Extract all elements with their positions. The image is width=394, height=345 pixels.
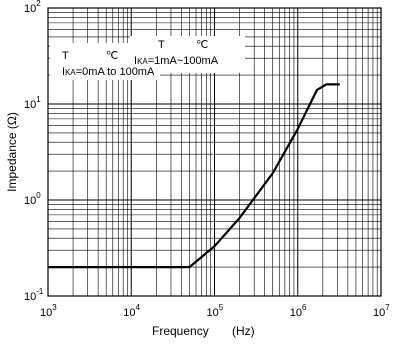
- y-tick-label: 10-1: [24, 287, 44, 303]
- legend-left-ika-prefix: I: [62, 66, 65, 78]
- x-tick-label: 105: [207, 303, 224, 319]
- y-tick-label: 102: [24, 0, 41, 15]
- legend-right-ika-prefix: I: [134, 55, 137, 67]
- legend-left-ika-sub: KA: [65, 68, 76, 77]
- legend-left-ika: IKA=0mA to 100mA: [62, 66, 155, 78]
- legend-right-c: ℃: [196, 39, 208, 51]
- series-line-0: [48, 83, 340, 269]
- y-axis-title: Impedance (Ω): [5, 112, 19, 192]
- y-tick-label: 100: [24, 191, 41, 207]
- legend-annotation: T ℃ IKA=0mA to 100mA T ℃ IKA=1mA~100mA: [50, 36, 245, 80]
- legend-right-ika: IKA=1mA~100mA: [134, 55, 219, 67]
- legend-left-t: T: [62, 50, 69, 62]
- legend-right-ika-sub: KA: [137, 57, 148, 66]
- x-axis-title: Frequency: [152, 324, 209, 338]
- x-tick-label: 106: [290, 303, 307, 319]
- y-tick-label: 101: [24, 95, 41, 111]
- y-tick-labels: 10-1 100 101 102: [24, 0, 44, 303]
- x-tick-label: 103: [40, 303, 57, 319]
- x-tick-label: 104: [123, 303, 140, 319]
- plot-frame: [47, 7, 382, 297]
- x-tick-labels: 103 104 105 106 107: [40, 303, 390, 319]
- legend-box-right: [130, 36, 245, 73]
- legend-right-t: T: [158, 39, 165, 51]
- x-tick-label: 107: [373, 303, 390, 319]
- series-group: [48, 83, 340, 269]
- legend-left-c: ℃: [106, 50, 118, 62]
- x-axis-unit: (Hz): [232, 324, 255, 338]
- legend-right-ika-suffix: =1mA~100mA: [148, 55, 219, 67]
- legend-left-ika-suffix: =0mA to 100mA: [76, 66, 155, 78]
